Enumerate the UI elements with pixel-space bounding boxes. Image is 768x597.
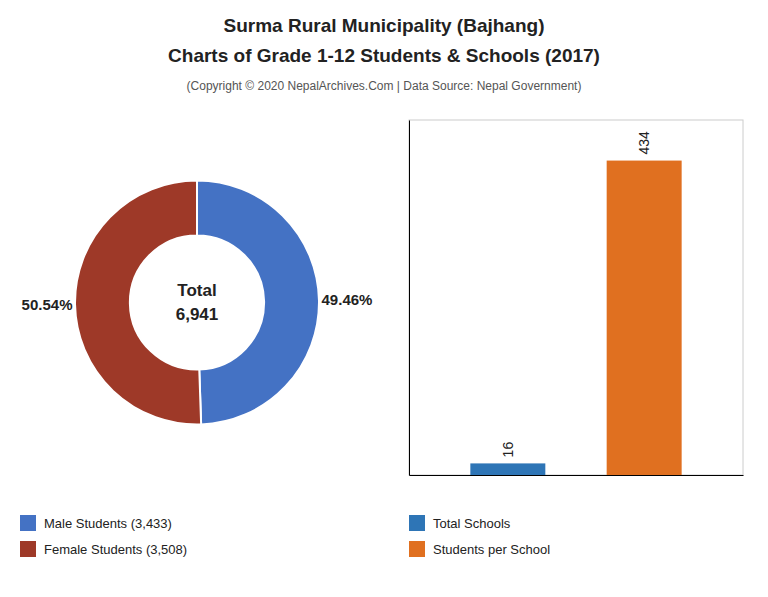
x-axis	[410, 475, 744, 476]
legend-item: Male Students (3,433)	[20, 515, 172, 531]
pie-chart: 49.46% 50.54% Total 6,941	[22, 181, 373, 425]
plot-frame	[409, 120, 743, 475]
legend-item: Students per School	[409, 541, 550, 557]
legend-label: Total Schools	[433, 516, 511, 531]
legend: Male Students (3,433) Female Students (3,…	[20, 515, 187, 557]
title: Charts of Grade 1-12 Students & Schools …	[168, 45, 600, 66]
bar	[607, 161, 682, 475]
chart-root: Surma Rural Municipality (Bajhang) Charts…	[0, 0, 768, 597]
legend-label: Students per School	[433, 542, 550, 557]
annotation: Total	[177, 281, 216, 300]
axis-line	[410, 475, 744, 476]
axis-line	[409, 121, 410, 476]
bars	[470, 161, 681, 475]
legend-label: Male Students (3,433)	[44, 516, 172, 531]
slices	[75, 181, 319, 425]
legend-swatch	[409, 515, 425, 531]
data-label: 50.54%	[22, 296, 73, 313]
legend: Total Schools Students per School	[409, 515, 550, 557]
slice	[197, 181, 319, 425]
legend-item: Total Schools	[409, 515, 511, 531]
slice-labels: 49.46% 50.54% Total 6,941	[22, 281, 373, 324]
y-axis	[409, 121, 410, 476]
data-labels: 16 434	[500, 131, 652, 457]
data-label: 434	[636, 131, 652, 155]
subtitle: (Copyright © 2020 NepalArchives.Com | Da…	[187, 79, 582, 93]
legend-swatch	[20, 515, 36, 531]
title: Surma Rural Municipality (Bajhang)	[224, 15, 545, 36]
bar-chart: 16 434	[409, 120, 744, 476]
legend-swatch	[409, 541, 425, 557]
annotation: 6,941	[176, 305, 219, 324]
slice	[75, 181, 201, 425]
legend-swatch	[20, 541, 36, 557]
bar	[470, 463, 545, 475]
legend-label: Female Students (3,508)	[44, 542, 187, 557]
legend-item: Female Students (3,508)	[20, 541, 187, 557]
data-label: 16	[500, 442, 516, 458]
data-label: 49.46%	[322, 291, 373, 308]
